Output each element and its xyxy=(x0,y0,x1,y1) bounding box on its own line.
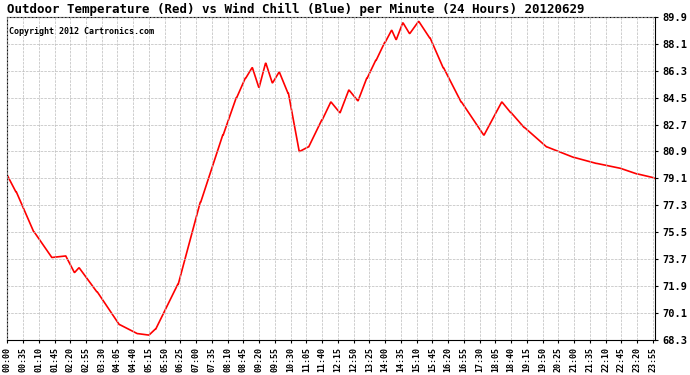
Text: Copyright 2012 Cartronics.com: Copyright 2012 Cartronics.com xyxy=(8,27,154,36)
Text: Outdoor Temperature (Red) vs Wind Chill (Blue) per Minute (24 Hours) 20120629: Outdoor Temperature (Red) vs Wind Chill … xyxy=(8,3,585,16)
